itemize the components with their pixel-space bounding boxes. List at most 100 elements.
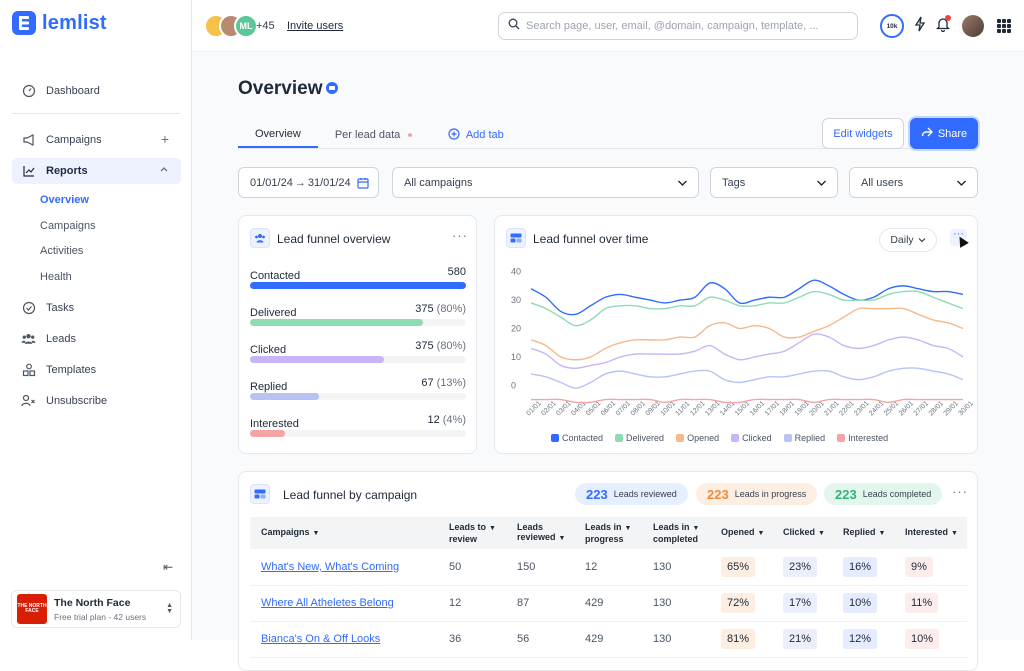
sidebar-item-dashboard[interactable]: Dashboard — [12, 78, 181, 104]
sidebar-item-unsubscribe[interactable]: Unsubscribe — [12, 388, 181, 414]
funnel-value: 580 — [447, 266, 466, 278]
sidebar-sub-health[interactable]: Health — [40, 271, 72, 283]
legend-label: Opened — [687, 433, 720, 443]
legend-checkbox-icon — [676, 434, 685, 442]
legend-item-interested[interactable]: Interested — [837, 433, 888, 443]
collapse-sidebar-icon[interactable]: ⇤ — [163, 560, 174, 574]
legend-item-replied[interactable]: Replied — [783, 433, 825, 443]
sidebar-item-reports[interactable]: Reports — [12, 158, 181, 184]
table-cell: 9% — [894, 549, 967, 586]
page-title: Overview — [238, 78, 323, 99]
campaign-link[interactable]: Where All Atheletes Belong — [261, 597, 394, 609]
column-header[interactable]: Clicked ▼ — [783, 527, 825, 537]
sidebar-item-templates[interactable]: Templates — [12, 357, 181, 383]
sidebar-item-label: Leads — [46, 333, 76, 345]
campaigns-filter[interactable]: All campaigns — [392, 167, 699, 198]
legend-item-contacted[interactable]: Contacted — [551, 433, 603, 443]
search-bar[interactable] — [498, 12, 858, 40]
share-button[interactable]: Share — [910, 118, 978, 149]
table-cell[interactable]: Where All Atheletes Belong — [250, 585, 438, 622]
x-tick-label: 07/01 — [615, 400, 632, 417]
column-header[interactable]: Leads in ▼ completed — [653, 522, 700, 544]
table-cell[interactable]: What's New, What's Coming — [250, 549, 438, 586]
period-select[interactable]: Daily — [879, 228, 937, 252]
sidebar-item-leads[interactable]: Leads — [12, 326, 181, 352]
column-header[interactable]: Interested ▼ — [905, 527, 958, 537]
chart-legend: Contacted Delivered Opened Clicked Replied In… — [551, 433, 888, 443]
column-header[interactable]: Replied ▼ — [843, 527, 886, 537]
more-options-icon[interactable]: ··· — [452, 228, 468, 243]
x-tick-label: 13/01 — [704, 400, 721, 417]
sidebar-sub-campaigns[interactable]: Campaigns — [40, 220, 96, 232]
campaign-link[interactable]: What's New, What's Coming — [261, 560, 400, 573]
main-content: Overview Overview Per lead data ⚭ Add tab… — [192, 52, 1024, 671]
tags-filter[interactable]: Tags — [710, 167, 838, 198]
table-row[interactable]: What's New, What's Coming 50 150 12 130 65% 23… — [250, 549, 967, 586]
tabs-divider — [238, 148, 978, 149]
table-cell: 130 — [642, 621, 710, 658]
search-input[interactable] — [526, 20, 836, 32]
funnel-label: Interested — [250, 418, 299, 430]
date-range-filter[interactable]: 01/01/24 → 31/01/24 — [238, 167, 379, 198]
users-filter[interactable]: All users — [849, 167, 978, 198]
sidebar-sub-activities[interactable]: Activities — [40, 245, 84, 257]
campaigns-filter-value: All campaigns — [404, 176, 473, 189]
credits-badge[interactable]: 10k — [880, 14, 904, 38]
table-row[interactable]: Where All Atheletes Belong 12 87 429 130 72% 1… — [250, 585, 967, 622]
apps-grid-icon[interactable] — [997, 19, 1011, 33]
table-cell[interactable]: Bianca's On & Off Looks — [250, 621, 438, 658]
edit-widgets-button[interactable]: Edit widgets — [822, 118, 904, 149]
sidebar-item-tasks[interactable]: Tasks — [12, 295, 181, 321]
column-header[interactable]: Leads in ▼ progress — [585, 522, 632, 544]
share-arrow-icon — [921, 127, 933, 141]
legend-item-clicked[interactable]: Clicked — [731, 433, 772, 443]
table-row[interactable]: Bianca's On & Off Looks 36 56 429 130 81% 21% 1… — [250, 621, 967, 658]
x-tick-label: 09/01 — [645, 400, 662, 417]
legend-item-opened[interactable]: Opened — [676, 433, 719, 443]
sidebar: lemlist Dashboard Campaigns + Reports Ov… — [0, 0, 192, 640]
more-options-icon[interactable]: ··· — [950, 229, 967, 246]
column-header[interactable]: Leads reviewed ▼ — [517, 522, 566, 542]
legend-checkbox-icon — [731, 434, 740, 442]
logo[interactable]: lemlist — [12, 11, 107, 35]
funnel-label: Clicked — [250, 344, 287, 356]
table-cell: 56 — [506, 621, 574, 658]
user-avatar[interactable] — [962, 15, 984, 37]
pill-value: 223 — [586, 486, 608, 502]
megaphone-icon — [21, 133, 36, 148]
series-line-interested — [530, 398, 963, 404]
account-switcher[interactable]: THE NORTH FACE The North Face Free trial… — [11, 590, 181, 628]
add-tab-button[interactable]: Add tab — [431, 122, 521, 148]
pill-label: Leads completed — [862, 489, 932, 499]
chevron-up-icon[interactable] — [159, 164, 169, 177]
summary-pill: 223 Leads in progress — [696, 483, 818, 505]
tab-overview[interactable]: Overview — [238, 122, 318, 148]
pill-value: 223 — [835, 486, 857, 502]
dashboard-widget-icon — [506, 228, 526, 248]
table-cell: 130 — [642, 585, 710, 622]
shapes-icon — [21, 363, 36, 378]
video-icon[interactable] — [326, 82, 338, 94]
replied-rate-chip: 12% — [843, 629, 878, 649]
bolt-icon[interactable] — [914, 16, 926, 37]
more-options-icon[interactable]: ··· — [952, 484, 968, 499]
column-header[interactable]: Campaigns ▼ — [261, 527, 320, 537]
funnel-row-delivered: Delivered 375 (80%) — [250, 303, 466, 326]
line-chart: 40302010001/0102/0103/0104/0105/0106/010… — [511, 267, 975, 418]
column-header[interactable]: Leads to ▼ review — [449, 522, 496, 544]
sidebar-item-campaigns[interactable]: Campaigns + — [12, 127, 181, 153]
legend-item-delivered[interactable]: Delivered — [615, 433, 664, 443]
campaign-link[interactable]: Bianca's On & Off Looks — [261, 633, 381, 645]
tab-per-lead-data[interactable]: Per lead data ⚭ — [318, 122, 431, 148]
table-cell: 130 — [642, 549, 710, 586]
x-tick-label: 08/01 — [630, 400, 647, 417]
sidebar-sub-overview[interactable]: Overview — [40, 194, 89, 206]
team-avatars[interactable]: ML — [204, 14, 258, 38]
series-line-contacted — [530, 279, 964, 316]
add-campaign-icon[interactable]: + — [160, 131, 169, 147]
users-icon — [250, 228, 270, 248]
funnel-bar-fill — [250, 282, 466, 289]
column-header[interactable]: Opened ▼ — [721, 527, 765, 537]
sort-down-icon: ▼ — [818, 530, 825, 537]
invite-users-link[interactable]: Invite users — [287, 20, 344, 32]
